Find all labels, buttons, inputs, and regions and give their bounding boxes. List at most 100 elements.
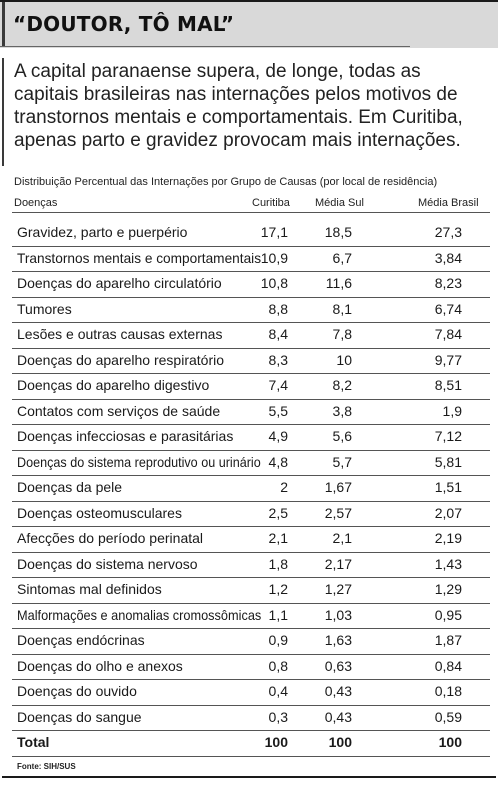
curitiba-cell: 2,5 [268, 504, 288, 521]
row-divider [12, 449, 490, 451]
media-sul-cell: 2,17 [324, 555, 352, 572]
intro-accent-line [2, 58, 4, 166]
row-divider [12, 526, 490, 527]
media-brasil-cell: 5,81 [434, 453, 462, 470]
row-divider [12, 704, 490, 706]
media-brasil-cell: 7,84 [434, 326, 462, 342]
row-divider [12, 653, 490, 655]
column-header-curitiba: Curitiba [252, 197, 290, 209]
row-divider [12, 373, 490, 374]
table-caption: Distribuição Percentual das Internações … [14, 176, 438, 188]
disease-cell: Doenças do ouvido [17, 683, 137, 699]
header-band: “DOUTOR, TÔ MAL” [0, 2, 498, 48]
media-sul-cell: 8,2 [332, 377, 352, 393]
intro-text: A capital paranaense supera, de longe, t… [14, 61, 463, 151]
media-sul-cell: 1,27 [324, 581, 352, 597]
curitiba-cell: 7,4 [268, 377, 288, 393]
curitiba-cell: 10,8 [260, 275, 288, 291]
media-sul-cell: 2,57 [324, 504, 352, 521]
curitiba-cell: 2,1 [268, 530, 288, 546]
media-brasil-cell: 6,74 [434, 300, 462, 317]
page-title: “DOUTOR, TÔ MAL” [13, 12, 235, 36]
disease-cell: Contatos com serviços de saúde [17, 402, 221, 419]
disease-cell: Doenças infecciosas e parasitárias [17, 428, 234, 444]
media-sul-cell: 10 [336, 351, 352, 368]
header-divider [12, 212, 490, 213]
media-brasil-cell: 1,29 [434, 581, 462, 597]
curitiba-cell: 0,4 [268, 683, 288, 699]
disease-cell: Doenças do sangue [17, 708, 142, 725]
media-sul-cell: 6,7 [332, 249, 352, 266]
media-brasil-cell: 100 [438, 734, 462, 750]
curitiba-cell: 2 [280, 479, 288, 495]
row-divider [12, 577, 490, 578]
media-sul-cell: 18,5 [324, 224, 352, 240]
media-sul-cell: 11,6 [325, 275, 352, 291]
media-brasil-cell: 3,84 [434, 249, 462, 266]
row-divider [12, 245, 490, 247]
media-sul-cell: 7,8 [332, 326, 352, 342]
media-sul-cell: 3,8 [332, 402, 352, 419]
media-sul-cell: 1,67 [324, 479, 352, 495]
disease-cell: Doenças do sistema reprodutivo ou urinár… [17, 453, 261, 470]
row-divider [12, 398, 490, 400]
curitiba-cell: 0,3 [268, 708, 288, 725]
curitiba-cell: 1,8 [268, 555, 288, 572]
row-divider [12, 628, 490, 629]
media-sul-cell: 1,03 [324, 606, 352, 623]
top-rule [0, 0, 498, 2]
disease-cell: Doenças do sistema nervoso [17, 555, 198, 572]
disease-cell: Gravidez, parto e puerpério [17, 224, 188, 240]
disease-cell: Doenças do olho e anexos [17, 657, 183, 674]
row-divider [12, 500, 490, 502]
row-divider [12, 475, 490, 476]
media-sul-cell: 100 [328, 734, 352, 750]
media-brasil-cell: 7,12 [434, 428, 462, 444]
row-divider [12, 679, 490, 680]
column-header-disease: Doenças [14, 197, 58, 209]
media-brasil-cell: 2,07 [434, 504, 462, 521]
bottom-rule [2, 776, 496, 778]
media-sul-cell: 8,1 [332, 300, 352, 317]
media-brasil-cell: 0,18 [434, 683, 462, 699]
media-brasil-cell: 1,9 [442, 402, 462, 419]
curitiba-cell: 5,5 [268, 402, 288, 419]
row-divider [12, 347, 490, 349]
disease-cell: Doenças endócrinas [17, 632, 145, 648]
disease-cell: Total [17, 734, 50, 750]
disease-cell: Doenças do aparelho circulatório [17, 275, 222, 291]
media-brasil-cell: 8,23 [434, 275, 462, 291]
column-header-media-brasil: Média Brasil [418, 197, 479, 209]
media-sul-cell: 2,1 [332, 530, 352, 546]
media-brasil-cell: 1,87 [434, 632, 462, 648]
column-header-media-sul: Média Sul [315, 197, 364, 209]
curitiba-cell: 8,3 [268, 351, 288, 368]
disease-cell: Transtornos mentais e comportamentais [17, 249, 262, 266]
disease-cell: Doenças osteomusculares [17, 504, 182, 521]
curitiba-cell: 0,8 [268, 657, 288, 674]
row-divider [12, 551, 490, 553]
media-sul-cell: 0,63 [324, 657, 352, 674]
row-divider [12, 271, 490, 272]
media-brasil-cell: 8,51 [434, 377, 462, 393]
header-underline [0, 46, 410, 47]
media-brasil-cell: 0,84 [434, 657, 462, 674]
curitiba-cell: 17,1 [260, 224, 288, 240]
media-brasil-cell: 27,3 [434, 224, 462, 240]
header-accent-bar [2, 2, 5, 46]
media-brasil-cell: 0,95 [434, 606, 462, 623]
curitiba-cell: 4,9 [268, 428, 288, 444]
disease-cell: Doenças do aparelho digestivo [17, 377, 210, 393]
media-brasil-cell: 1,43 [434, 555, 462, 572]
curitiba-cell: 4,8 [268, 453, 288, 470]
media-sul-cell: 5,7 [332, 453, 352, 470]
disease-cell: Tumores [17, 300, 72, 317]
disease-cell: Sintomas mal definidos [17, 581, 162, 597]
curitiba-cell: 10,9 [260, 249, 288, 266]
media-sul-cell: 0,43 [324, 708, 352, 725]
curitiba-cell: 0,9 [268, 632, 288, 648]
media-sul-cell: 0,43 [324, 683, 352, 699]
source-note: Fonte: SIH/SUS [17, 762, 76, 771]
media-brasil-cell: 0,59 [434, 708, 462, 725]
disease-cell: Doenças do aparelho respiratório [17, 351, 225, 368]
